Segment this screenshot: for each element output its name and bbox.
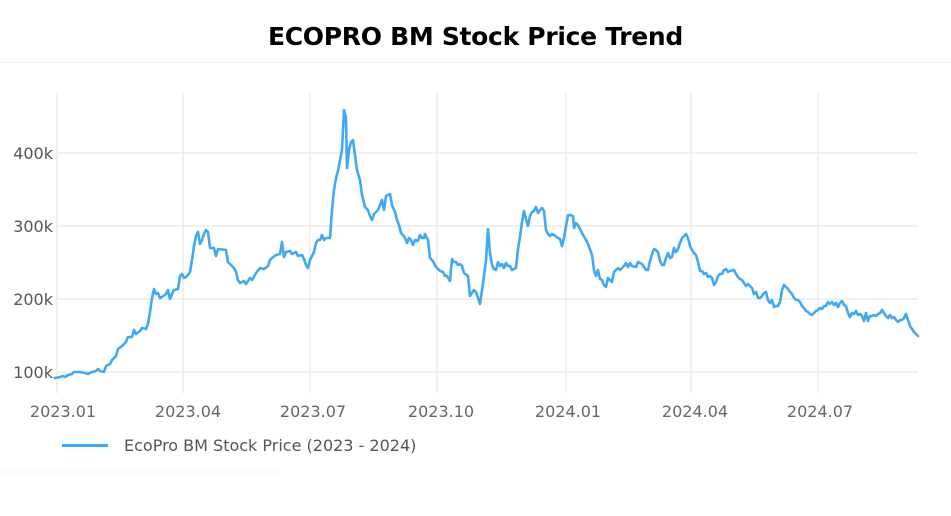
legend[interactable]: EcoPro BM Stock Price (2023 - 2024) bbox=[62, 436, 416, 455]
gridlines bbox=[56, 93, 918, 393]
x-tick-2024-04: 2024.04 bbox=[662, 402, 728, 420]
x-tick-2023-04: 2023.04 bbox=[155, 402, 221, 420]
legend-label: EcoPro BM Stock Price (2023 - 2024) bbox=[124, 436, 417, 455]
price-line bbox=[53, 108, 920, 380]
y-axis-ticks: 400k 300k 200k 100k bbox=[13, 144, 54, 382]
x-tick-2024-01: 2024.01 bbox=[535, 402, 601, 420]
y-tick-100k: 100k bbox=[13, 363, 54, 382]
x-tick-2023-10: 2023.10 bbox=[408, 402, 474, 420]
legend-line-swatch bbox=[62, 444, 108, 447]
x-tick-2024-07: 2024.07 bbox=[787, 402, 853, 420]
chart-title: ECOPRO BM Stock Price Trend bbox=[267, 22, 683, 51]
y-tick-200k: 200k bbox=[13, 290, 54, 309]
y-tick-400k: 400k bbox=[13, 144, 54, 163]
x-axis-ticks: 2023.01 2023.04 2023.07 2023.10 2024.01 … bbox=[30, 402, 853, 420]
line-chart: 400k 300k 200k 100k 2023.01 2023.04 2023… bbox=[13, 93, 920, 420]
x-tick-2023-07: 2023.07 bbox=[280, 402, 346, 420]
footer-divider bbox=[0, 470, 280, 474]
title-bar: ECOPRO BM Stock Price Trend bbox=[0, 0, 951, 63]
y-tick-300k: 300k bbox=[13, 217, 54, 236]
x-tick-2023-01: 2023.01 bbox=[30, 402, 96, 420]
